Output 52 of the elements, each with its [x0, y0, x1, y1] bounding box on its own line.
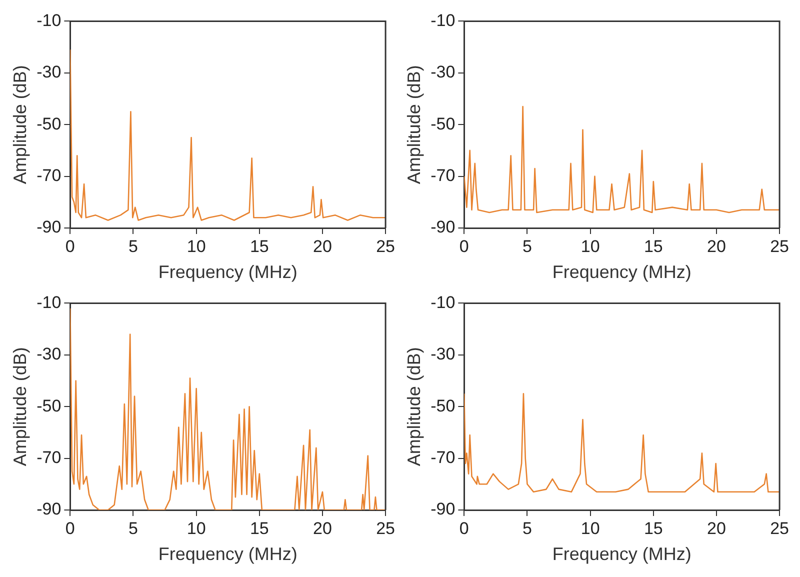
y-axis-title: Amplitude (dB): [404, 347, 424, 466]
x-tick-label: 20: [707, 518, 726, 538]
x-tick-label: 5: [522, 236, 532, 256]
y-tick-label: -70: [36, 166, 62, 185]
x-axis-title: Frequency (MHz): [552, 544, 692, 564]
y-tick-label: -50: [36, 114, 62, 134]
x-tick-label: 20: [313, 236, 332, 256]
y-tick-label: -50: [430, 114, 456, 134]
x-tick-label: 15: [250, 518, 269, 538]
x-tick-label: 25: [770, 518, 790, 538]
y-tick-label: -10: [430, 292, 456, 312]
x-tick-label: 15: [644, 236, 663, 256]
y-axis-title: Amplitude (dB): [10, 347, 30, 466]
x-tick-label: 10: [580, 518, 600, 538]
x-tick-label: 20: [707, 236, 726, 256]
x-tick-label: 25: [376, 236, 396, 256]
x-tick-label: 10: [580, 236, 600, 256]
x-axis-title: Frequency (MHz): [158, 544, 298, 564]
y-tick-label: -10: [430, 10, 456, 30]
y-axis-title: Amplitude (dB): [10, 65, 30, 184]
y-tick-label: -50: [36, 396, 62, 416]
y-tick-label: -70: [430, 166, 456, 185]
y-tick-label: -30: [430, 344, 456, 364]
x-tick-label: 15: [250, 236, 269, 256]
y-tick-label: -10: [36, 292, 62, 312]
x-tick-label: 0: [459, 236, 469, 256]
x-tick-label: 10: [186, 236, 206, 256]
y-tick-label: -50: [430, 396, 456, 416]
x-tick-label: 5: [522, 518, 532, 538]
x-tick-label: 25: [770, 236, 790, 256]
x-tick-label: 0: [65, 236, 75, 256]
y-tick-label: -90: [36, 218, 62, 237]
x-tick-label: 25: [376, 518, 396, 538]
x-tick-label: 10: [186, 518, 206, 538]
y-tick-label: -90: [430, 500, 456, 519]
y-tick-label: -70: [430, 448, 456, 467]
x-axis-title: Frequency (MHz): [552, 262, 692, 282]
x-tick-label: 0: [65, 518, 75, 538]
y-tick-label: -10: [36, 10, 62, 30]
y-tick-label: -90: [430, 218, 456, 237]
x-tick-label: 15: [644, 518, 663, 538]
x-tick-label: 20: [313, 518, 332, 538]
x-axis-title: Frequency (MHz): [158, 262, 298, 282]
y-axis-title: Amplitude (dB): [404, 65, 424, 184]
y-tick-label: -90: [36, 500, 62, 519]
x-tick-label: 5: [128, 236, 138, 256]
x-tick-label: 0: [459, 518, 469, 538]
y-tick-label: -70: [36, 448, 62, 467]
y-tick-label: -30: [36, 62, 62, 82]
x-tick-label: 5: [128, 518, 138, 538]
y-tick-label: -30: [430, 62, 456, 82]
y-tick-label: -30: [36, 344, 62, 364]
